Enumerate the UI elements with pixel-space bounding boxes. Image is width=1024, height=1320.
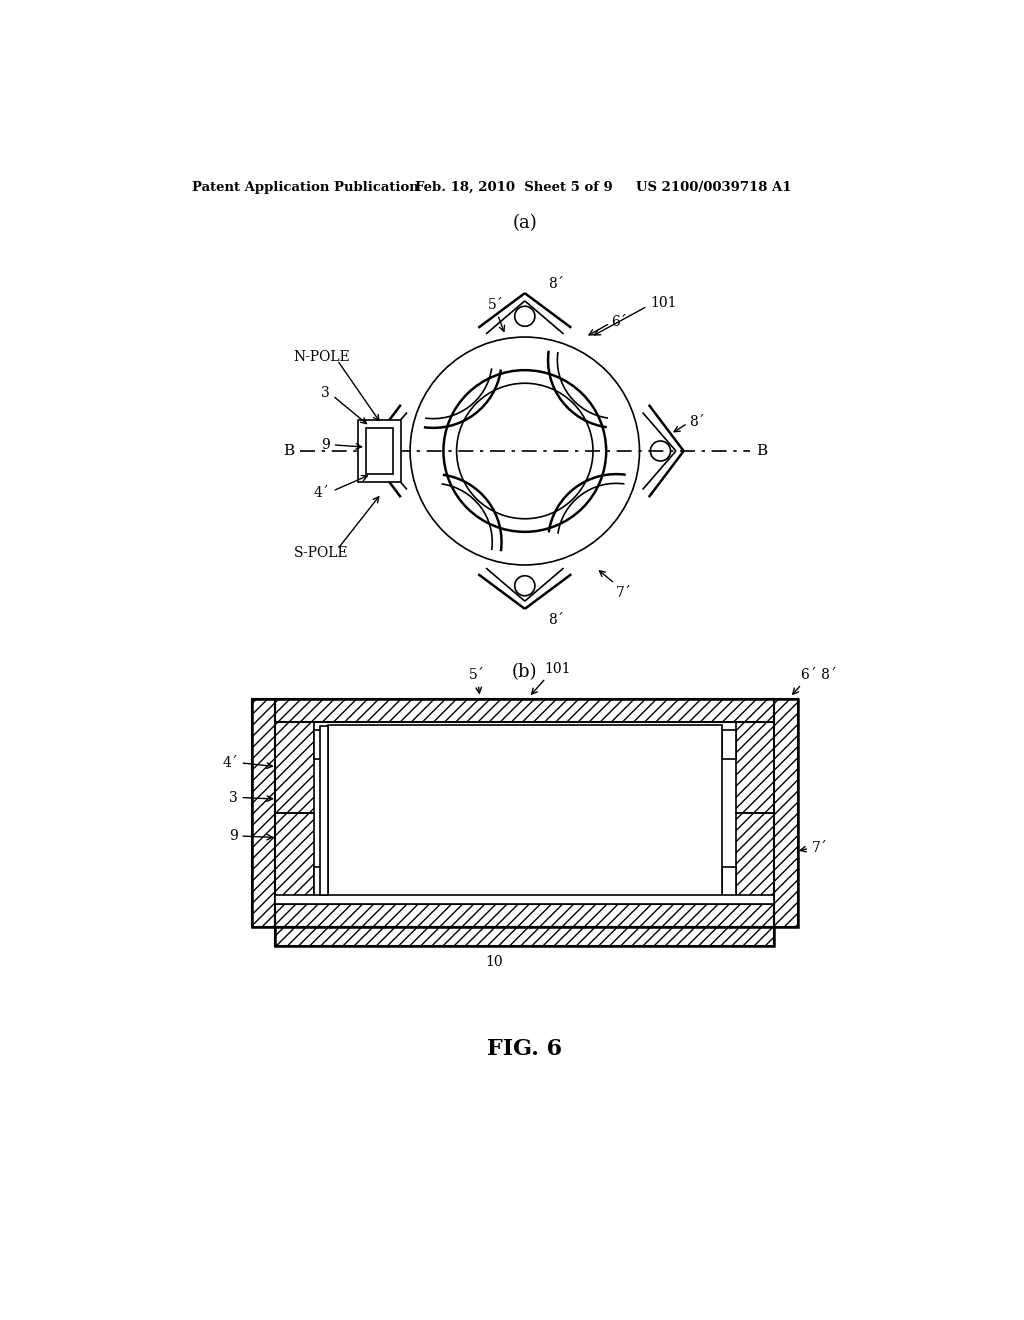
- Bar: [366, 428, 393, 474]
- Text: 6´ 8´: 6´ 8´: [802, 668, 838, 682]
- Text: B: B: [756, 444, 767, 458]
- Text: 7´: 7´: [616, 586, 632, 599]
- Text: (a): (a): [512, 214, 538, 232]
- Bar: [275, 722, 314, 813]
- Text: 9: 9: [321, 438, 330, 451]
- Text: Feb. 18, 2010  Sheet 5 of 9: Feb. 18, 2010 Sheet 5 of 9: [415, 181, 612, 194]
- Text: 7´: 7´: [812, 841, 827, 854]
- Text: 10: 10: [485, 956, 503, 969]
- Text: FIG. 6: FIG. 6: [487, 1038, 562, 1060]
- Bar: [321, 726, 328, 895]
- Bar: [722, 867, 735, 896]
- Bar: [722, 730, 735, 759]
- Bar: [275, 700, 774, 722]
- Bar: [314, 867, 328, 896]
- Bar: [275, 904, 774, 927]
- Text: 4´: 4´: [313, 486, 330, 500]
- Bar: [252, 700, 275, 927]
- Text: 3: 3: [321, 387, 330, 400]
- Bar: [735, 722, 774, 813]
- Text: 6´: 6´: [611, 314, 628, 329]
- Text: 5´: 5´: [469, 668, 484, 682]
- Text: 4´: 4´: [222, 756, 238, 770]
- Bar: [735, 813, 774, 904]
- Text: 3: 3: [229, 791, 238, 804]
- Bar: [314, 730, 328, 759]
- Bar: [275, 927, 774, 946]
- Text: 8´: 8´: [548, 277, 564, 290]
- Bar: [275, 895, 774, 904]
- Bar: [774, 700, 798, 927]
- Text: 101: 101: [650, 296, 677, 310]
- Text: Patent Application Publication: Patent Application Publication: [191, 181, 418, 194]
- Text: 5´: 5´: [487, 298, 503, 313]
- Text: 101: 101: [544, 661, 570, 676]
- Text: 9: 9: [229, 829, 238, 843]
- Bar: [275, 813, 314, 904]
- Text: 8´: 8´: [548, 612, 564, 627]
- Bar: [252, 700, 798, 927]
- Text: N-POLE: N-POLE: [294, 350, 350, 364]
- Text: US 2100/0039718 A1: US 2100/0039718 A1: [636, 181, 792, 194]
- Bar: [275, 927, 774, 946]
- Text: 8´: 8´: [689, 414, 705, 429]
- Text: S-POLE: S-POLE: [294, 545, 348, 560]
- Bar: [358, 420, 400, 482]
- Text: (b): (b): [512, 663, 538, 681]
- Bar: [328, 725, 722, 900]
- Text: B: B: [283, 444, 294, 458]
